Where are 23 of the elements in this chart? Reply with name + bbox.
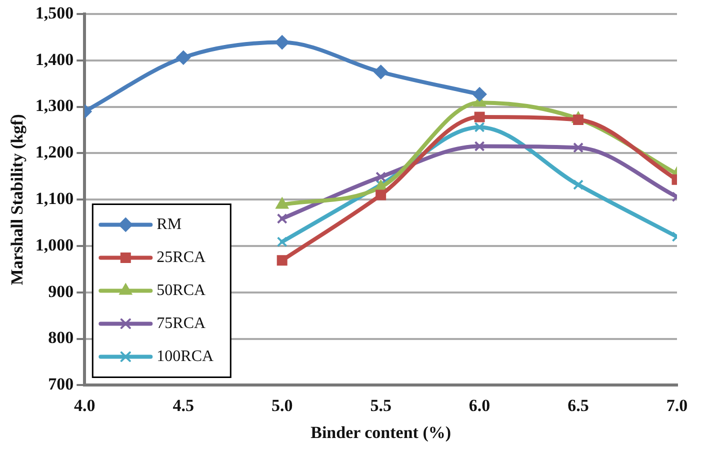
y-tick-label: 1,000 (35, 235, 74, 254)
y-tick-label: 800 (48, 328, 74, 348)
x-tick-label: 5.5 (370, 396, 392, 415)
legend-label: 75RCA (156, 314, 206, 332)
x-tick-label: 7.0 (666, 396, 688, 415)
x-tick-label: 5.0 (271, 396, 293, 415)
legend-label: RM (156, 216, 182, 233)
x-tick-label: 6.0 (468, 396, 490, 415)
legend-label: 100RCA (156, 348, 214, 365)
x-tick-label: 4.5 (172, 396, 194, 415)
x-tick-label: 6.5 (568, 396, 589, 415)
y-tick-label: 900 (48, 282, 74, 301)
y-tick-label: 1,300 (35, 96, 74, 116)
y-tick-label: 1,100 (35, 188, 74, 208)
legend-label: 50RCA (156, 282, 206, 299)
x-axis-title: Binder content (%) (310, 423, 452, 442)
y-tick-label: 1,400 (35, 50, 74, 69)
y-tick-label: 1,200 (35, 142, 74, 162)
y-tick-label: 700 (48, 374, 74, 394)
y-tick-label: 1,500 (35, 3, 74, 22)
x-tick-label: 4.0 (74, 396, 96, 415)
y-axis-title: Marshall Stability (kgf) (8, 114, 27, 286)
legend-label: 25RCA (156, 248, 206, 266)
